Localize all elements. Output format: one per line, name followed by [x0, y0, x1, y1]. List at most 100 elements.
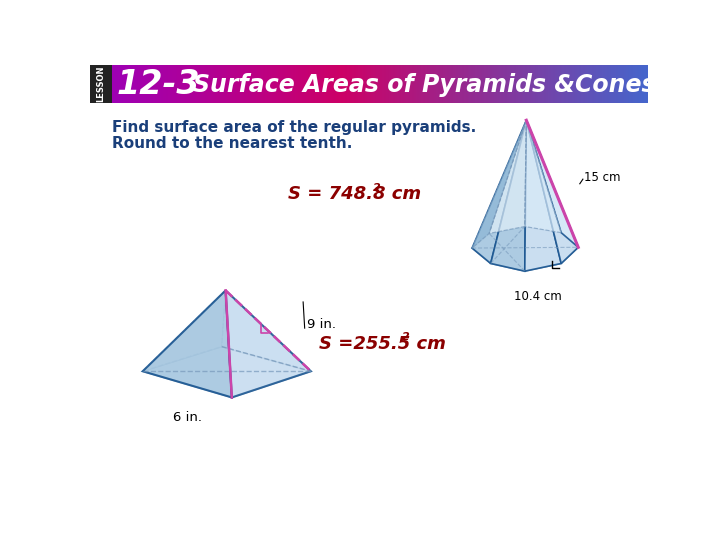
Bar [226, 65, 228, 103]
Bar [352, 65, 355, 103]
Bar [246, 65, 249, 103]
Polygon shape [143, 291, 232, 397]
Bar [228, 65, 230, 103]
Bar [382, 65, 384, 103]
Bar [360, 65, 362, 103]
Bar [274, 65, 276, 103]
Bar [332, 65, 334, 103]
Bar [315, 65, 318, 103]
Bar [639, 65, 642, 103]
Bar [166, 65, 169, 103]
Bar [155, 65, 158, 103]
Bar [618, 65, 621, 103]
Bar [122, 65, 125, 103]
Text: Round to the nearest tenth.: Round to the nearest tenth. [112, 136, 352, 151]
Bar [579, 65, 582, 103]
Bar [192, 65, 195, 103]
Bar [213, 65, 215, 103]
Bar [585, 65, 588, 103]
Bar [157, 65, 160, 103]
Bar [204, 65, 206, 103]
Bar [456, 65, 459, 103]
Bar [380, 65, 383, 103]
Bar [297, 65, 299, 103]
Bar [460, 65, 463, 103]
Bar [190, 65, 193, 103]
Bar [609, 65, 611, 103]
Bar [606, 65, 608, 103]
Text: Surface Areas of Pyramids &Cones: Surface Areas of Pyramids &Cones [193, 73, 656, 97]
Bar [539, 65, 541, 103]
Bar [546, 65, 549, 103]
Text: 15 cm: 15 cm [585, 171, 621, 184]
Bar [590, 65, 593, 103]
Bar [144, 65, 147, 103]
Text: 10.4 cm: 10.4 cm [515, 289, 562, 302]
Bar [544, 65, 546, 103]
Bar [505, 65, 508, 103]
Bar [492, 65, 495, 103]
Bar [151, 65, 154, 103]
Bar [529, 65, 531, 103]
Bar [215, 65, 217, 103]
Polygon shape [490, 120, 526, 271]
Text: Find surface area of the regular pyramids.: Find surface area of the regular pyramid… [112, 120, 476, 135]
Bar [531, 65, 534, 103]
Bar [559, 65, 562, 103]
Bar [341, 65, 343, 103]
Bar [97, 65, 100, 103]
Bar [168, 65, 171, 103]
Bar [549, 65, 552, 103]
Bar [112, 65, 115, 103]
Bar [224, 65, 227, 103]
Bar [390, 65, 392, 103]
Bar [310, 65, 312, 103]
Bar [343, 65, 346, 103]
Bar [261, 65, 264, 103]
Bar [110, 65, 113, 103]
Text: 2: 2 [373, 183, 381, 193]
Bar [572, 65, 575, 103]
Bar [434, 65, 437, 103]
Bar [194, 65, 197, 103]
Bar [289, 65, 292, 103]
Bar [473, 65, 476, 103]
Bar [311, 65, 314, 103]
Bar [641, 65, 643, 103]
Bar [248, 65, 251, 103]
Bar [328, 65, 330, 103]
Bar [395, 65, 397, 103]
Bar [358, 65, 361, 103]
Bar [271, 65, 273, 103]
Bar [451, 65, 454, 103]
Bar [631, 65, 634, 103]
Bar [282, 65, 284, 103]
Bar [304, 65, 307, 103]
Bar [339, 65, 342, 103]
Bar [338, 65, 340, 103]
Bar [620, 65, 623, 103]
Bar [600, 65, 602, 103]
Text: 6 in.: 6 in. [173, 411, 202, 424]
Bar [239, 65, 241, 103]
Bar [607, 65, 610, 103]
Bar [185, 65, 187, 103]
Bar [510, 65, 513, 103]
Bar [412, 65, 415, 103]
Bar [218, 65, 221, 103]
Bar [622, 65, 624, 103]
Bar [159, 65, 161, 103]
Bar [553, 65, 556, 103]
Polygon shape [526, 120, 578, 247]
Bar [300, 65, 303, 103]
Bar [153, 65, 156, 103]
Bar [323, 65, 325, 103]
Bar [575, 65, 578, 103]
Bar [298, 65, 301, 103]
Bar [415, 65, 418, 103]
Bar [414, 65, 416, 103]
Bar [428, 65, 431, 103]
Bar [526, 65, 528, 103]
Bar [635, 65, 638, 103]
Bar [495, 65, 498, 103]
